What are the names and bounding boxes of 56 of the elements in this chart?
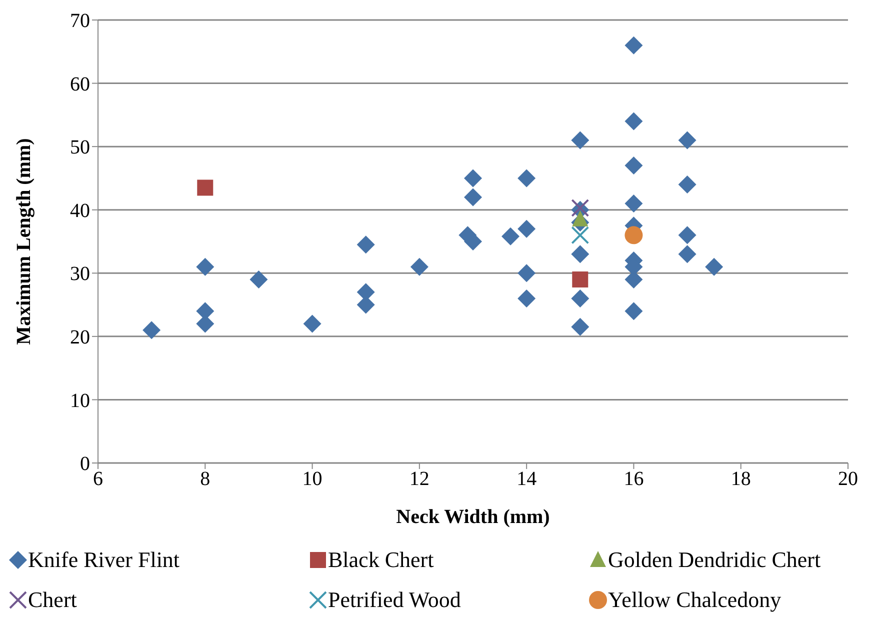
legend-label: Knife River Flint (28, 547, 180, 573)
point (571, 289, 590, 308)
y-tick-label: 10 (70, 390, 90, 412)
x-axis-title: Neck Width (mm) (396, 506, 550, 528)
point (705, 258, 724, 276)
point (571, 318, 590, 336)
point (624, 226, 643, 244)
point (624, 194, 643, 213)
point (518, 289, 536, 308)
y-tick-label: 30 (70, 263, 90, 286)
y-tick-label: 50 (70, 136, 90, 159)
x-tick-label: 8 (200, 468, 210, 490)
point (410, 258, 428, 276)
x-tick-label: 20 (838, 468, 858, 490)
y-tick-label: 70 (70, 10, 90, 32)
point (142, 321, 161, 340)
point (571, 245, 590, 264)
y-axis-title: Maximum Length (mm) (13, 138, 36, 345)
y-tick-label: 0 (80, 453, 90, 476)
point (502, 227, 520, 246)
point (571, 131, 590, 150)
point (197, 180, 214, 196)
point (464, 169, 482, 188)
y-tick-label: 40 (70, 200, 90, 222)
x-tick-label: 14 (516, 468, 537, 490)
x-tick-label: 6 (93, 468, 103, 490)
point (572, 271, 588, 288)
point (303, 314, 322, 333)
legend-label: Chert (28, 587, 77, 613)
y-tick-label: 60 (70, 73, 90, 96)
point (624, 302, 643, 320)
point (678, 176, 696, 194)
point (250, 270, 268, 288)
legend-label: Black Chert (328, 547, 434, 573)
legend-label: Petrified Wood (328, 587, 461, 613)
x-tick-label: 16 (624, 468, 644, 490)
x-tick-label: 18 (730, 468, 751, 490)
point (678, 226, 696, 244)
x-tick-label: 12 (409, 468, 430, 490)
point (678, 131, 696, 150)
point (624, 156, 643, 175)
y-tick-label: 20 (70, 326, 90, 349)
point (624, 36, 643, 54)
point (196, 258, 214, 276)
point (571, 226, 590, 244)
point (518, 169, 536, 188)
legend-label: Yellow Chalcedony (608, 587, 782, 613)
point (678, 245, 696, 264)
legend-label: Golden Dendridic Chert (608, 547, 821, 573)
point (356, 236, 375, 254)
point (518, 264, 536, 282)
point (572, 210, 588, 226)
point (464, 188, 482, 206)
point (624, 112, 643, 130)
point (518, 220, 536, 238)
x-tick-label: 10 (302, 468, 322, 490)
